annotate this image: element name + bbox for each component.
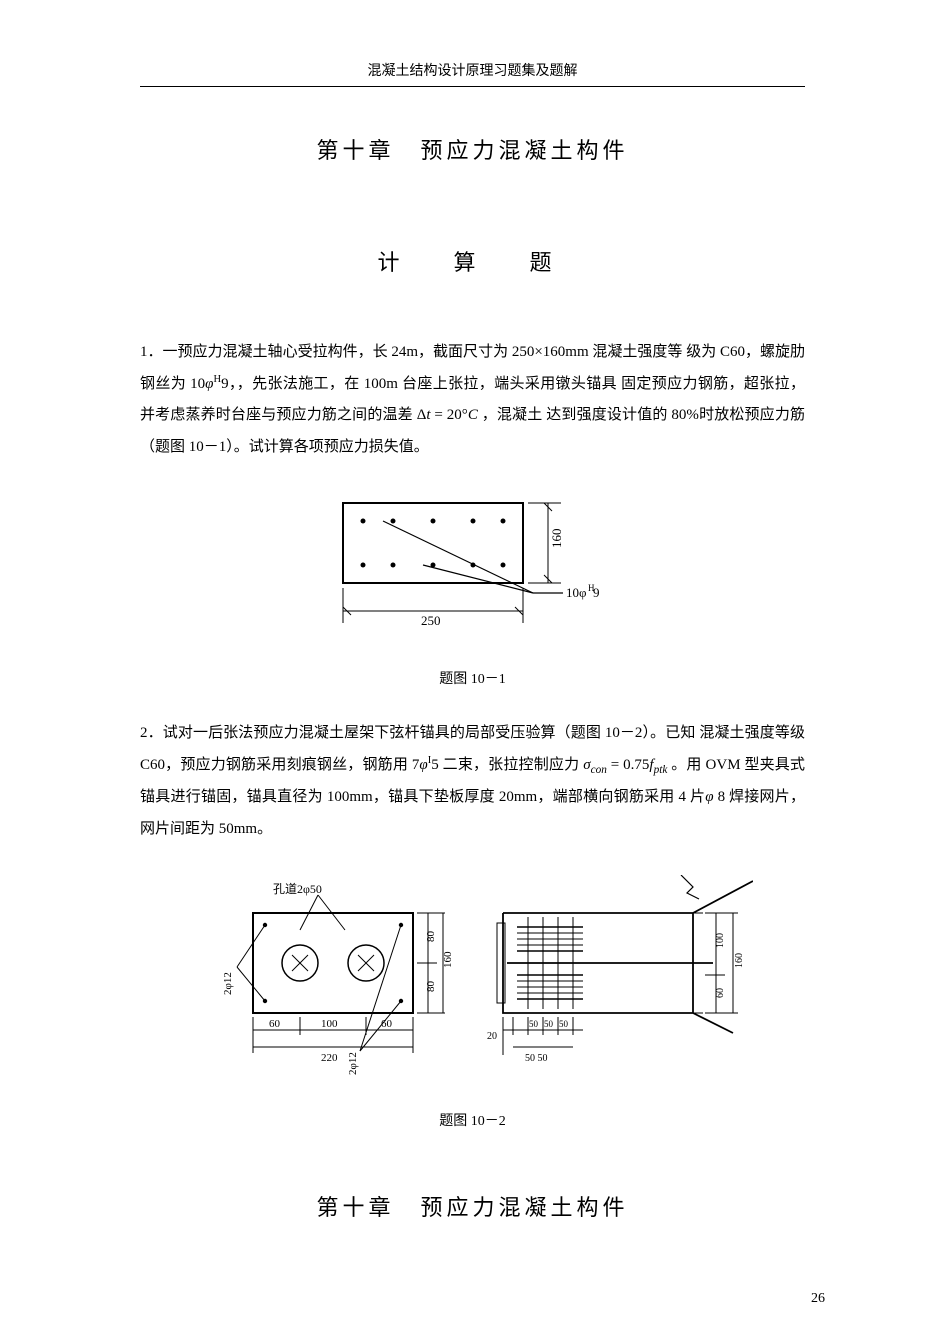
chapter-title-repeat: 第十章 预应力混凝土构件 [140,1190,805,1222]
dt-c: C [468,407,478,423]
fig1-width: 250 [421,613,441,628]
figure-1: 250 160 10φ H 9 题图 10－1 [140,493,805,688]
fig2-w100: 100 [321,1018,338,1030]
p1-line2b: 9，，先张法施工，在 100m 台座上张拉，端头采用镦头锚具 [221,376,617,392]
fig2-left: 孔道2φ50 60 100 60 [222,882,454,1075]
fig2-right: 20 50 50 50 50 50 100 60 160 [487,875,753,1064]
figure-1-svg: 250 160 10φ H 9 [303,493,643,643]
fig2-rebar-left: 2φ12 [222,972,234,995]
problem-1: 1．一预应力混凝土轴心受拉构件，长 24m，截面尺寸为 250×160mm 混凝… [140,337,805,463]
fig2-sp50a: 50 [529,1019,539,1029]
p2-eq: = 0.75 [607,757,650,773]
p1-line1: 1．一预应力混凝土轴心受拉构件，长 24m，截面尺寸为 250×160mm 混凝… [140,344,682,360]
fig1-rebar: 10φ [566,585,587,600]
fig1-rebar-d: 9 [593,585,600,600]
figure-2-svg: 孔道2φ50 60 100 60 [193,875,753,1085]
fig2-sp-bottom: 50 50 [525,1053,548,1064]
figure-2: 孔道2φ50 60 100 60 [140,875,805,1130]
running-head: 混凝土结构设计原理习题集及题解 [140,60,805,87]
fig2-rebar-bot: 2φ12 [347,1052,359,1075]
chapter-title: 第十章 预应力混凝土构件 [140,133,805,165]
fig2-h100: 100 [715,933,726,948]
fig2-w60a: 60 [269,1018,281,1030]
fig1-height: 160 [549,529,564,549]
phi-sup: H [213,374,221,385]
fig2-sp50b: 50 [544,1019,554,1029]
problem-2: 2．试对一后张法预应力混凝土屋架下弦杆锚具的局部受压验算（题图 10－2）。已知… [140,718,805,845]
p2-line4a: 20mm，端部横向钢筋采用 4 片 [499,789,705,805]
fig2-sp50c: 50 [559,1019,569,1029]
figure-1-caption: 题图 10－1 [140,668,805,688]
sigma-sub: con [591,764,607,776]
section-title: 计 算 题 [140,245,805,277]
p2-line1: 2．试对一后张法预应力混凝土屋架下弦杆锚具的局部受压验算（题图 10－2）。已知 [140,725,695,741]
fig2-h60: 60 [715,988,726,998]
fig2-h160r: 160 [734,953,745,968]
fig2-h160: 160 [442,951,454,968]
p1-line3b: ，混凝土 [478,407,543,423]
fig2-w220: 220 [321,1052,338,1064]
fig2-h80b: 80 [425,981,437,993]
sigma: σ [583,757,590,773]
dt-eq: = 20° [431,407,468,423]
p2-phi2: φ [705,789,713,805]
fig2-plate20: 20 [487,1031,497,1042]
fptk-sub: ptk [654,764,668,776]
fig2-hole-label: 孔道2φ50 [273,882,322,896]
p2-line2b: 5 二束，张拉控制应力 [431,757,579,773]
page-number: 26 [811,1291,825,1307]
p2-phi: φ [419,757,427,773]
figure-2-caption: 题图 10－2 [140,1110,805,1130]
fig2-h80a: 80 [425,931,437,943]
document-page: 混凝土结构设计原理习题集及题解 第十章 预应力混凝土构件 计 算 题 1．一预应… [0,0,945,1242]
